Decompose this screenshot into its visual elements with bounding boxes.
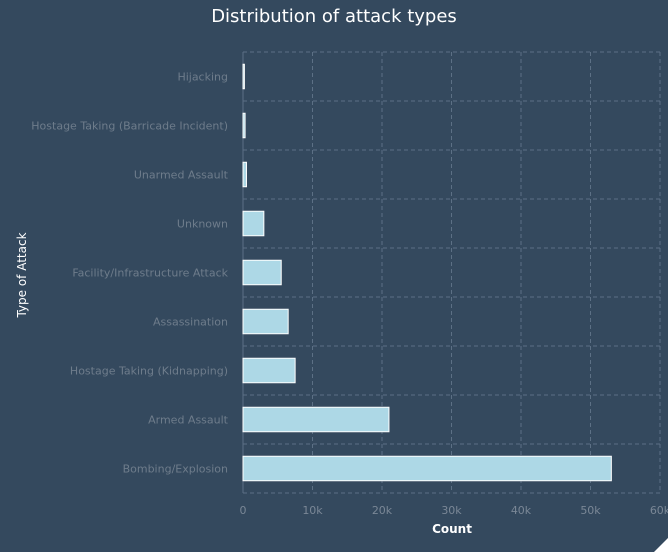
bar[interactable]: [242, 161, 247, 188]
resize-grip-icon[interactable]: [654, 538, 668, 552]
x-tick-label: 30k: [441, 504, 462, 517]
category-label: Assassination: [153, 316, 228, 329]
bar[interactable]: [242, 63, 245, 90]
bar[interactable]: [242, 259, 282, 286]
chart-title: Distribution of attack types: [211, 6, 457, 27]
bar[interactable]: [242, 112, 246, 139]
x-tick-label: 50k: [580, 504, 601, 517]
bar[interactable]: [242, 210, 265, 237]
x-tick-labels: 0 10k 20k 30k 40k 50k 60k: [240, 504, 668, 517]
category-label: Facility/Infrastructure Attack: [72, 267, 228, 280]
bar[interactable]: [242, 455, 612, 482]
x-axis-title: Count: [432, 522, 472, 536]
x-tick-label: 40k: [511, 504, 532, 517]
bar[interactable]: [242, 406, 390, 433]
category-label: Hostage Taking (Barricade Incident): [31, 120, 228, 133]
category-labels: Hijacking Hostage Taking (Barricade Incid…: [31, 71, 228, 476]
category-label: Hijacking: [177, 71, 228, 84]
x-tick-label: 0: [240, 504, 247, 517]
category-label: Hostage Taking (Kidnapping): [70, 365, 228, 378]
x-tick-label: 60k: [650, 504, 668, 517]
category-label: Armed Assault: [148, 414, 229, 427]
category-label: Bombing/Explosion: [123, 463, 228, 476]
category-label: Unknown: [177, 218, 228, 231]
bar[interactable]: [242, 357, 296, 384]
category-label: Unarmed Assault: [134, 169, 229, 182]
x-tick-label: 10k: [302, 504, 323, 517]
bars: [242, 63, 612, 482]
x-tick-label: 20k: [372, 504, 393, 517]
bar[interactable]: [242, 308, 289, 335]
